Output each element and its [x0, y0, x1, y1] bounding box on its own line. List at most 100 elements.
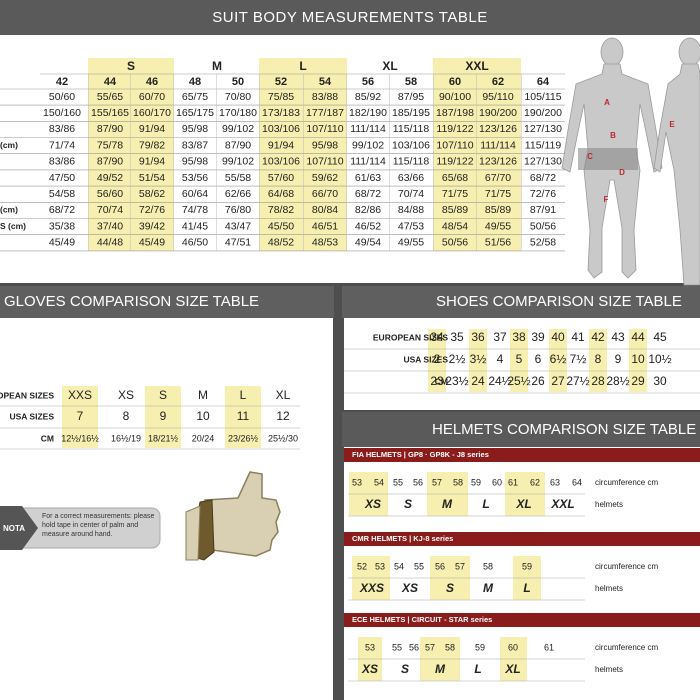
cell: 4: [497, 352, 504, 366]
cell: 55/58: [225, 172, 251, 184]
cell: 115/118: [393, 123, 430, 135]
helmet-size: S: [446, 581, 454, 595]
cell: 107/110: [306, 123, 343, 135]
cell: 35/38: [49, 220, 75, 232]
shoes-title: SHOES COMPARISON SIZE TABLE: [436, 293, 682, 310]
cell: 45: [653, 330, 667, 344]
size-number: 50: [232, 76, 244, 88]
cell: 76/80: [225, 204, 251, 216]
circumference: 55: [393, 477, 403, 487]
section-name: CMR HELMETS | KJ-8 series: [352, 534, 453, 543]
cell: 83/86: [49, 156, 75, 168]
circumference: 55: [392, 642, 402, 652]
circumference: 54: [374, 477, 384, 487]
circumference: 56: [409, 642, 419, 652]
cell: 30: [653, 374, 667, 388]
section-name: ECE HELMETS | CIRCUIT - STAR series: [352, 615, 492, 624]
figure-label: A: [604, 98, 610, 107]
cell: 182/190: [349, 107, 387, 119]
cell: 123/126: [479, 123, 517, 135]
cell: 60/70: [139, 91, 165, 103]
cell: 70/80: [225, 91, 251, 103]
circumference: 59: [475, 642, 485, 652]
thumb-icon: [185, 471, 281, 561]
cell: 185/195: [392, 107, 430, 119]
cell: 66/70: [312, 188, 338, 200]
cell: 9: [615, 352, 622, 366]
size-number: 58: [405, 76, 417, 88]
cell: 83/88: [312, 91, 338, 103]
section-bar: [344, 448, 700, 462]
cell: 99/102: [222, 123, 254, 135]
cell: 87/90: [97, 156, 123, 168]
row-label: USA SIZES: [403, 354, 448, 364]
cell: 111/114: [480, 139, 516, 151]
circumference: 59: [471, 477, 481, 487]
cell: 52/58: [530, 237, 556, 249]
highlight-column: [589, 329, 607, 392]
circumference: 60: [492, 477, 502, 487]
size-group: XXL: [465, 59, 488, 73]
cell: 57/60: [268, 172, 294, 184]
circumference: 55: [414, 561, 424, 571]
cell: 95/98: [182, 123, 208, 135]
cell: 54/58: [49, 188, 75, 200]
cell: 39/42: [139, 220, 165, 232]
size-number: 46: [146, 76, 158, 88]
cell: 25½: [507, 374, 530, 388]
cell: 2½: [449, 352, 466, 366]
cell: 6½: [550, 352, 567, 366]
cell: 187/198: [436, 107, 474, 119]
cell: 190/200: [524, 107, 562, 119]
cell: 8: [595, 352, 602, 366]
cell: 12½/16½: [61, 433, 99, 443]
cell: 83/87: [182, 139, 208, 151]
highlight-column: [259, 58, 347, 251]
cell: 67/70: [485, 172, 511, 184]
cell: 5: [516, 352, 523, 366]
cell: 91/94: [139, 123, 165, 135]
cell: 75/78: [97, 139, 123, 151]
cell: 29: [631, 374, 645, 388]
cell: L: [240, 388, 247, 402]
row-label: circumference cm: [595, 643, 658, 652]
cell: 25½/30: [268, 433, 298, 443]
cell: 68/72: [530, 172, 556, 184]
cell: 48/54: [442, 220, 468, 232]
cell: 10: [631, 352, 645, 366]
cell: 23: [430, 374, 444, 388]
row-label: USA SIZES: [9, 411, 54, 421]
size-group: M: [212, 59, 222, 73]
cell: 99/102: [352, 139, 384, 151]
size-number: 64: [537, 76, 550, 88]
cell: 60/64: [182, 188, 208, 200]
highlight-column: [428, 329, 446, 392]
helmet-size: L: [474, 662, 481, 676]
circumference: 56: [413, 477, 423, 487]
cell: 10: [196, 409, 210, 423]
cell: M: [198, 388, 208, 402]
cell: 111/114: [350, 156, 386, 168]
cell: 45/50: [268, 220, 294, 232]
helmet-size: XS: [364, 497, 381, 511]
helmet-size: XS: [401, 581, 418, 595]
cell: 48/52: [268, 237, 294, 249]
helmet-size: S: [404, 497, 412, 511]
cell: 105/115: [524, 91, 561, 103]
cell: 27: [551, 374, 565, 388]
helmet-size: M: [483, 581, 494, 595]
row-label: helmets: [595, 584, 623, 593]
circumference: 64: [572, 477, 582, 487]
cell: 46/51: [312, 220, 338, 232]
gloves-header-bar: [0, 286, 334, 318]
circumference: 56: [435, 561, 445, 571]
circumference: 54: [394, 561, 404, 571]
cell: 62/66: [225, 188, 251, 200]
cell: 51/54: [139, 172, 165, 184]
section-bar: [344, 532, 700, 546]
note-text-box: For a correct measurements: please hold …: [42, 513, 154, 538]
size-number: 54: [319, 76, 332, 88]
cell: 103/106: [392, 139, 430, 151]
cell: 7½: [570, 352, 587, 366]
cell: 35: [450, 330, 464, 344]
